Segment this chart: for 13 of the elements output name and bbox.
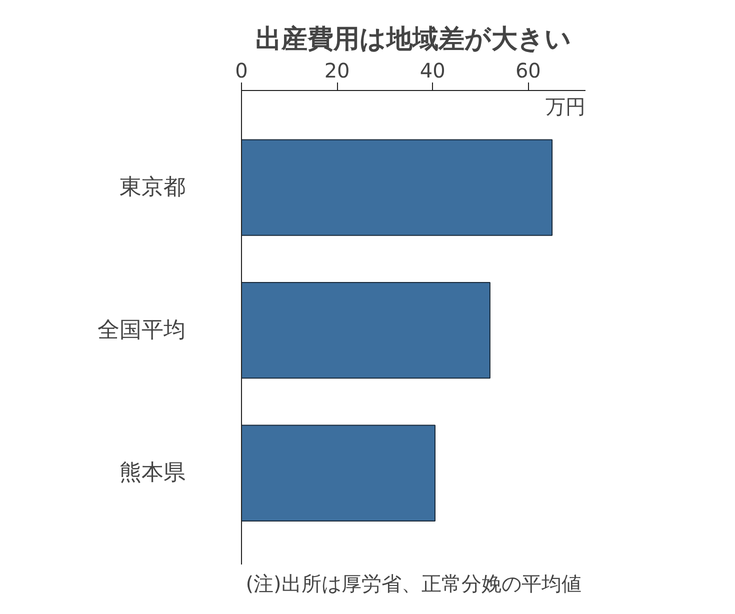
text: (注)出所は厚労省、正常分娩の平均値 (246, 572, 582, 596)
x-tick-label: 40 (420, 58, 446, 82)
x-tick-label: 0 (235, 58, 248, 82)
y-tick-label: 全国平均 (98, 318, 186, 343)
x-axis-title: 万円 (546, 94, 586, 118)
y-tick-label: 熊本県 (120, 460, 186, 486)
bar (242, 424, 436, 522)
bar (242, 282, 490, 379)
x-tick-label: 20 (324, 58, 350, 82)
bar (242, 139, 553, 236)
y-tick-label: 東京都 (120, 175, 186, 200)
chart-title: 出産費用は地域差が大きい (256, 24, 572, 54)
x-tick-label: 60 (515, 58, 541, 82)
